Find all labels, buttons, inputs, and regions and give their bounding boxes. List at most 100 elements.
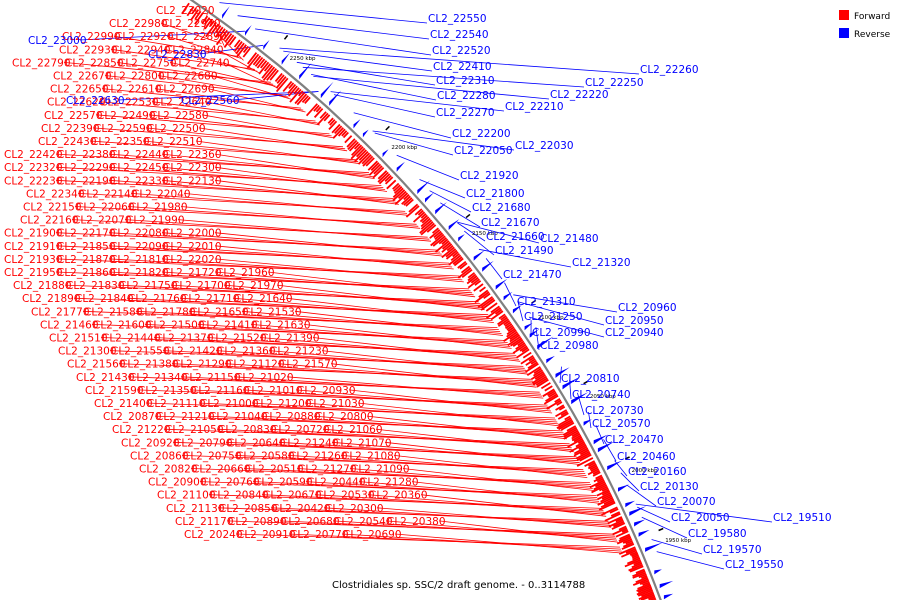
forward-gene-mark [599,485,608,492]
forward-leader-line [322,428,573,451]
forward-leader-line [296,468,592,487]
forward-gene-mark [256,58,266,69]
forward-gene-mark [362,155,374,167]
forward-leader-line [204,101,320,126]
forward-gene-mark [536,378,549,388]
forward-gene-mark [648,597,657,600]
forward-gene-mark [544,385,553,392]
forward-gene-mark [611,522,626,530]
forward-gene-label: CL2_22020 [163,254,222,266]
reverse-gene-mark [329,90,342,106]
reverse-gene-label: CL2_19550 [725,559,784,571]
forward-gene-label: CL2_22330 [110,175,169,187]
forward-gene-mark [429,229,441,239]
forward-leader-line [232,297,493,321]
forward-gene-label: CL2_22750 [118,57,177,69]
forward-gene-label: CL2_20580 [236,450,295,462]
forward-gene-mark [626,557,641,565]
reverse-leader-line [513,294,618,313]
forward-gene-mark [357,152,371,165]
forward-gene-label: CL2_21440 [102,333,161,345]
reverse-gene-label: CL2_21660 [486,231,545,243]
forward-leader-line [234,455,585,472]
forward-gene-mark [215,25,222,33]
reverse-leader-line [283,50,433,72]
forward-gene-mark [432,235,446,247]
forward-gene-mark [361,154,372,165]
reverse-gene-mark [263,40,270,50]
reverse-gene-mark [396,161,405,172]
forward-gene-mark [598,501,616,511]
forward-gene-mark [638,592,655,600]
forward-gene-label: CL2_21700 [172,280,231,292]
reverse-gene-label: CL2_21470 [503,269,562,281]
forward-gene-mark [576,457,594,467]
forward-gene-mark [313,107,324,119]
forward-leader-line [108,245,451,266]
forward-leader-line [259,337,519,360]
forward-gene-mark [194,10,202,20]
reverse-leader-line [517,300,524,322]
reverse-leader-line [302,66,585,88]
forward-gene-label: CL2_21380 [120,359,179,371]
reverse-leader-line [374,132,454,156]
forward-leader-line [108,179,396,201]
reverse-gene-label: CL2_21680 [472,202,531,214]
forward-gene-mark [287,84,297,94]
forward-gene-mark [420,222,435,236]
forward-gene-mark [319,111,327,119]
forward-gene-mark [593,482,607,491]
forward-gene-label: CL2_21950 [4,267,63,279]
forward-gene-mark [368,163,382,176]
forward-leader-line [314,494,605,513]
forward-gene-label: CL2_22890 [168,31,227,43]
forward-gene-label: CL2_21130 [166,503,225,515]
reverse-gene-mark [555,367,570,378]
reverse-gene-label: CL2_22250 [585,77,644,89]
reverse-gene-mark [546,355,555,364]
forward-gene-mark [610,511,621,517]
forward-gene-label: CL2_22300 [163,162,222,174]
forward-gene-mark [635,576,649,584]
forward-leader-line [64,284,479,303]
forward-gene-mark [625,539,633,545]
forward-leader-line [214,258,464,283]
forward-leader-line [276,284,485,311]
forward-gene-label: CL2_20590 [254,477,313,489]
forward-gene-label: CL2_20640 [227,437,286,449]
forward-leader-line [261,494,604,511]
forward-gene-mark [528,356,535,362]
forward-gene-label: CL2_22690 [156,84,215,96]
forward-gene-mark [485,302,498,312]
forward-gene-mark [392,187,404,198]
forward-gene-mark [622,538,633,544]
forward-gene-mark [622,541,634,548]
forward-gene-mark [525,358,536,366]
forward-gene-label: CL2_22510 [144,136,203,148]
reverse-gene-mark [571,392,589,405]
forward-gene-mark [509,334,521,343]
forward-gene-label: CL2_20240 [184,529,243,541]
forward-gene-mark [609,508,619,514]
forward-gene-label: CL2_22570 [44,110,103,122]
forward-leader-line [195,140,361,165]
forward-gene-label: CL2_22980 [109,18,168,30]
reverse-leader-line [219,2,428,24]
forward-gene-label: CL2_21030 [306,398,365,410]
forward-gene-mark [530,370,544,381]
forward-gene-mark [635,568,645,574]
forward-gene-mark [342,131,349,139]
reverse-gene-mark [503,291,513,301]
forward-gene-mark [621,543,635,550]
reverse-gene-label: CL2_21670 [481,217,540,229]
forward-gene-mark [571,431,580,438]
forward-gene-mark [218,28,226,37]
forward-gene-mark [480,299,496,311]
forward-gene-label: CL2_21980 [129,202,188,214]
reverse-gene-mark [537,336,554,350]
forward-gene-label: CL2_22580 [150,110,209,122]
forward-gene-mark [509,332,519,340]
forward-gene-mark [558,420,574,431]
forward-gene-mark [510,337,523,347]
tick-label: 2100 kbp [538,315,564,321]
